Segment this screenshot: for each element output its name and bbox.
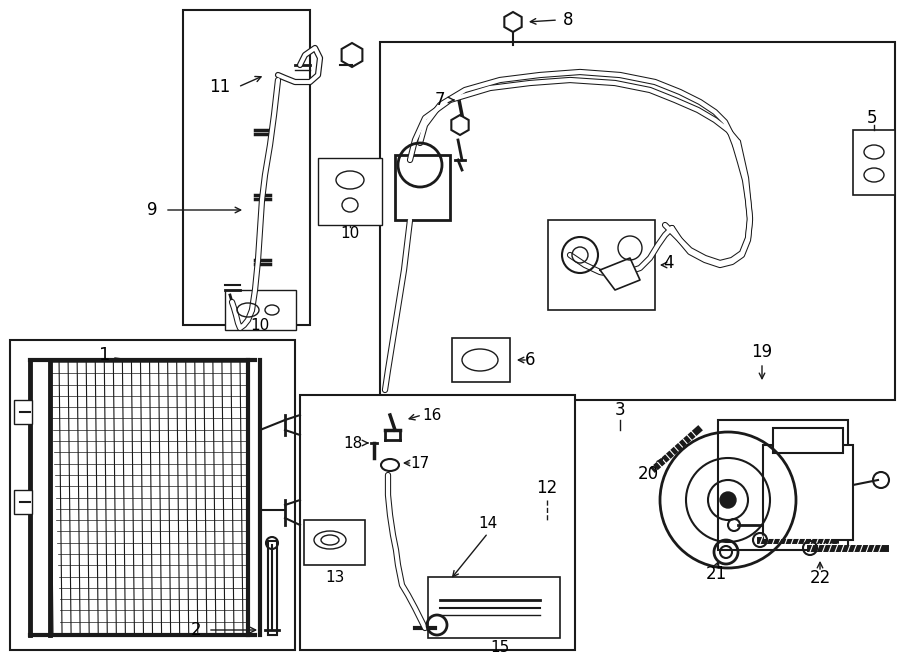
Text: 8: 8	[562, 11, 573, 29]
Bar	[773, 428, 843, 453]
Text: 10: 10	[250, 317, 270, 332]
Text: 11: 11	[210, 78, 230, 96]
Text: 9: 9	[147, 201, 158, 219]
Bar	[853, 130, 895, 195]
Text: 20: 20	[637, 465, 659, 483]
Text: 5: 5	[867, 109, 877, 127]
Polygon shape	[600, 258, 640, 290]
Bar	[395, 155, 450, 220]
Bar	[10, 340, 295, 650]
Bar	[548, 220, 655, 310]
Text: 13: 13	[325, 570, 345, 586]
Text: 4: 4	[662, 254, 673, 272]
Text: 16: 16	[422, 407, 442, 422]
Text: 12: 12	[536, 479, 558, 497]
Text: 18: 18	[344, 436, 363, 451]
Text: 22: 22	[809, 569, 831, 587]
Text: 21: 21	[706, 565, 726, 583]
Bar	[183, 10, 310, 325]
Text: 7: 7	[435, 91, 446, 109]
Text: 1: 1	[99, 346, 111, 364]
Bar	[300, 395, 575, 650]
Text: 10: 10	[340, 225, 360, 241]
Text: 6: 6	[525, 351, 535, 369]
Bar	[763, 445, 853, 540]
Bar	[318, 158, 382, 225]
Text: 19: 19	[752, 343, 772, 361]
Bar	[225, 290, 296, 330]
Text: 17: 17	[410, 455, 429, 471]
Text: 3: 3	[615, 401, 626, 419]
Bar	[718, 420, 848, 550]
Text: 14: 14	[479, 516, 498, 531]
Bar	[380, 42, 895, 400]
Bar	[428, 577, 560, 638]
Bar	[304, 520, 365, 565]
Text: 2: 2	[191, 621, 202, 639]
Text: 15: 15	[491, 641, 509, 656]
Bar	[14, 490, 32, 514]
Bar	[14, 400, 32, 424]
Circle shape	[720, 492, 736, 508]
Bar	[452, 338, 510, 382]
